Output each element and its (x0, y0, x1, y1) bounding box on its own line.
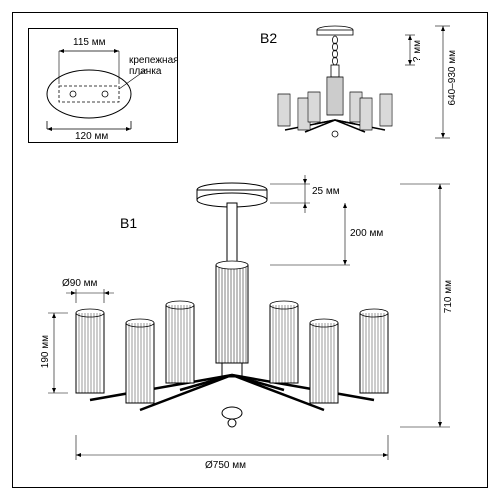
b2-drawing (230, 12, 480, 162)
b1-canopy-height: 25 мм (312, 186, 340, 197)
b1-shade-height: 190 мм (40, 335, 51, 368)
shade-1 (76, 309, 104, 393)
b2-height-label: 640–930 мм (447, 50, 458, 105)
bracket-caption-1: крепежная (129, 55, 179, 66)
shade-4 (270, 301, 298, 383)
bracket-plate-box: 120 мм 115 мм крепежная планка (28, 28, 178, 143)
b1-total-height: 710 мм (443, 280, 454, 313)
b1-total-diameter: Ø750 мм (205, 460, 246, 471)
b1-shade-diameter: Ø90 мм (62, 278, 97, 289)
bracket-caption-2: планка (129, 66, 162, 77)
b1-drawing (10, 165, 490, 485)
shade-6 (360, 309, 388, 393)
b2-chain-label: ? мм (412, 40, 423, 62)
shade-2 (126, 319, 154, 403)
shade-3 (166, 301, 194, 383)
bracket-width-label: 120 мм (75, 131, 108, 142)
b1-stem-height: 200 мм (350, 228, 383, 239)
shade-5 (310, 319, 338, 403)
bracket-plate-width-label: 115 мм (73, 37, 105, 48)
